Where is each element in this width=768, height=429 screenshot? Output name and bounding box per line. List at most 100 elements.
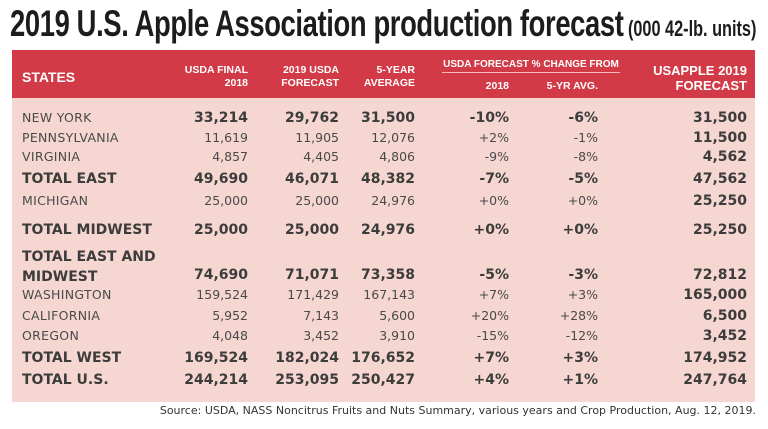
cell-5yr-average: 4,806 xyxy=(379,149,415,164)
cell-usapple-forecast: 4,562 xyxy=(702,149,747,165)
table-row: California 5,952 7,143 5,600 +20% +28% 6,500 xyxy=(12,308,755,328)
cell-change-5yr: -12% xyxy=(565,328,598,343)
cell-usda-final-2018: 244,214 xyxy=(184,372,248,388)
cell-change-5yr: -1% xyxy=(573,130,598,145)
cell-5yr-average: 24,976 xyxy=(360,222,415,238)
cell-usapple-forecast: 11,500 xyxy=(692,130,747,146)
cell-5yr-average: 250,427 xyxy=(351,372,415,388)
table-row: Washington 159,524 171,429 167,143 +7% +3% 165… xyxy=(12,287,755,307)
row-state: TOTAL EAST xyxy=(22,171,117,187)
cell-usda-2019-forecast: 253,095 xyxy=(275,372,339,388)
row-state: TOTAL U.S. xyxy=(22,372,109,388)
cell-change-2018: +20% xyxy=(470,308,509,323)
cell-usapple-forecast: 25,250 xyxy=(692,193,747,209)
cell-usda-2019-forecast: 25,000 xyxy=(284,222,339,238)
header-change-5yr: 5-YR AVG. xyxy=(546,80,598,92)
cell-change-2018: -5% xyxy=(479,267,509,283)
cell-usapple-forecast: 174,952 xyxy=(683,350,747,366)
table-header: STATES USDA FINAL 2018 2019 USDA FORECAST … xyxy=(12,50,755,98)
cell-usapple-forecast: 47,562 xyxy=(692,171,747,187)
table-body xyxy=(12,98,755,402)
cell-usda-2019-forecast: 3,452 xyxy=(303,328,339,343)
cell-usda-2019-forecast: 7,143 xyxy=(303,308,339,323)
cell-usda-final-2018: 5,952 xyxy=(212,308,248,323)
row-state: Washington xyxy=(22,287,112,302)
cell-5yr-average: 48,382 xyxy=(360,171,415,187)
cell-usda-2019-forecast: 182,024 xyxy=(275,350,339,366)
table-row: TOTAL EAST AND MIDWEST 74,690 71,071 73,358… xyxy=(12,249,755,287)
source-note: Source: USDA, NASS Noncitrus Fruits and … xyxy=(159,404,756,417)
cell-usapple-forecast: 25,250 xyxy=(692,222,747,238)
header-states: STATES xyxy=(22,69,76,85)
title-units: (000 42-lb. units) xyxy=(627,16,757,41)
cell-usda-final-2018: 169,524 xyxy=(184,350,248,366)
cell-change-2018: +2% xyxy=(478,130,509,145)
table-row: Oregon 4,048 3,452 3,910 -15% -12% 3,452 xyxy=(12,328,755,348)
cell-change-5yr: +3% xyxy=(567,287,598,302)
cell-5yr-average: 176,652 xyxy=(351,350,415,366)
table-row: Pennsylvania 11,619 11,905 12,076 +2% -1% 11,5… xyxy=(12,130,755,150)
cell-change-2018: +7% xyxy=(478,287,509,302)
header-usapple-forecast: USAPPLE 2019 FORECAST xyxy=(653,63,747,93)
row-state: Virginia xyxy=(22,149,81,164)
cell-usda-2019-forecast: 25,000 xyxy=(295,193,339,208)
row-state: Pennsylvania xyxy=(22,130,119,145)
header-usda-final-2018: USDA FINAL 2018 xyxy=(184,64,248,89)
cell-usda-final-2018: 74,690 xyxy=(193,267,248,283)
cell-usapple-forecast: 6,500 xyxy=(702,308,747,324)
cell-usda-final-2018: 4,857 xyxy=(212,149,248,164)
cell-usda-2019-forecast: 11,905 xyxy=(295,130,339,145)
cell-change-5yr: +1% xyxy=(562,372,599,388)
row-state: TOTAL MIDWEST xyxy=(22,222,152,238)
cell-usda-final-2018: 49,690 xyxy=(193,171,248,187)
header-change-group: USDA FORECAST % CHANGE FROM xyxy=(442,58,620,73)
cell-5yr-average: 5,600 xyxy=(379,308,415,323)
cell-change-5yr: +3% xyxy=(562,350,599,366)
cell-usda-final-2018: 25,000 xyxy=(193,222,248,238)
table-row: TOTAL WEST 169,524 182,024 176,652 +7% +3% 174… xyxy=(12,350,755,370)
page-title: 2019 U.S. Apple Association production f… xyxy=(10,3,756,45)
cell-usda-2019-forecast: 29,762 xyxy=(284,110,339,126)
cell-5yr-average: 12,076 xyxy=(371,130,415,145)
cell-usda-final-2018: 4,048 xyxy=(212,328,248,343)
table-row: TOTAL MIDWEST 25,000 25,000 24,976 +0% +0% 25,… xyxy=(12,222,755,242)
cell-usda-2019-forecast: 171,429 xyxy=(287,287,339,302)
cell-change-5yr: -5% xyxy=(568,171,598,187)
row-state: Oregon xyxy=(22,328,80,343)
cell-change-2018: -9% xyxy=(484,149,509,164)
cell-change-2018: +4% xyxy=(473,372,510,388)
cell-5yr-average: 31,500 xyxy=(360,110,415,126)
cell-change-5yr: -8% xyxy=(573,149,598,164)
table-row: New York 33,214 29,762 31,500 -10% -6% 31,500 xyxy=(12,110,755,130)
cell-change-5yr: +0% xyxy=(562,222,599,238)
title-main: 2019 U.S. Apple Association production f… xyxy=(10,3,624,44)
cell-usapple-forecast: 72,812 xyxy=(692,267,747,283)
row-state: New York xyxy=(22,110,92,125)
cell-5yr-average: 24,976 xyxy=(371,193,415,208)
cell-change-2018: +0% xyxy=(478,193,509,208)
row-state: TOTAL EAST AND MIDWEST xyxy=(22,249,156,285)
cell-5yr-average: 73,358 xyxy=(360,267,415,283)
cell-5yr-average: 167,143 xyxy=(363,287,415,302)
cell-usapple-forecast: 31,500 xyxy=(692,110,747,126)
cell-change-2018: -7% xyxy=(479,171,509,187)
cell-usda-final-2018: 159,524 xyxy=(196,287,248,302)
table-row: Virginia 4,857 4,405 4,806 -9% -8% 4,562 xyxy=(12,149,755,169)
table-row: TOTAL U.S. 244,214 253,095 250,427 +4% +1% 247… xyxy=(12,372,755,392)
cell-usda-2019-forecast: 46,071 xyxy=(284,171,339,187)
cell-usapple-forecast: 165,000 xyxy=(683,287,747,303)
cell-5yr-average: 3,910 xyxy=(379,328,415,343)
cell-change-2018: +7% xyxy=(473,350,510,366)
cell-usda-2019-forecast: 71,071 xyxy=(284,267,339,283)
cell-usapple-forecast: 247,764 xyxy=(683,372,747,388)
cell-usda-2019-forecast: 4,405 xyxy=(303,149,339,164)
row-state: TOTAL WEST xyxy=(22,350,122,366)
header-usda-2019-forecast: 2019 USDA FORECAST xyxy=(281,64,339,89)
cell-usda-final-2018: 33,214 xyxy=(193,110,248,126)
header-change-2018: 2018 xyxy=(485,80,509,92)
cell-change-2018: -10% xyxy=(469,110,509,126)
cell-change-2018: -15% xyxy=(476,328,509,343)
row-state: California xyxy=(22,308,101,323)
cell-usda-final-2018: 11,619 xyxy=(204,130,248,145)
cell-usapple-forecast: 3,452 xyxy=(702,328,747,344)
